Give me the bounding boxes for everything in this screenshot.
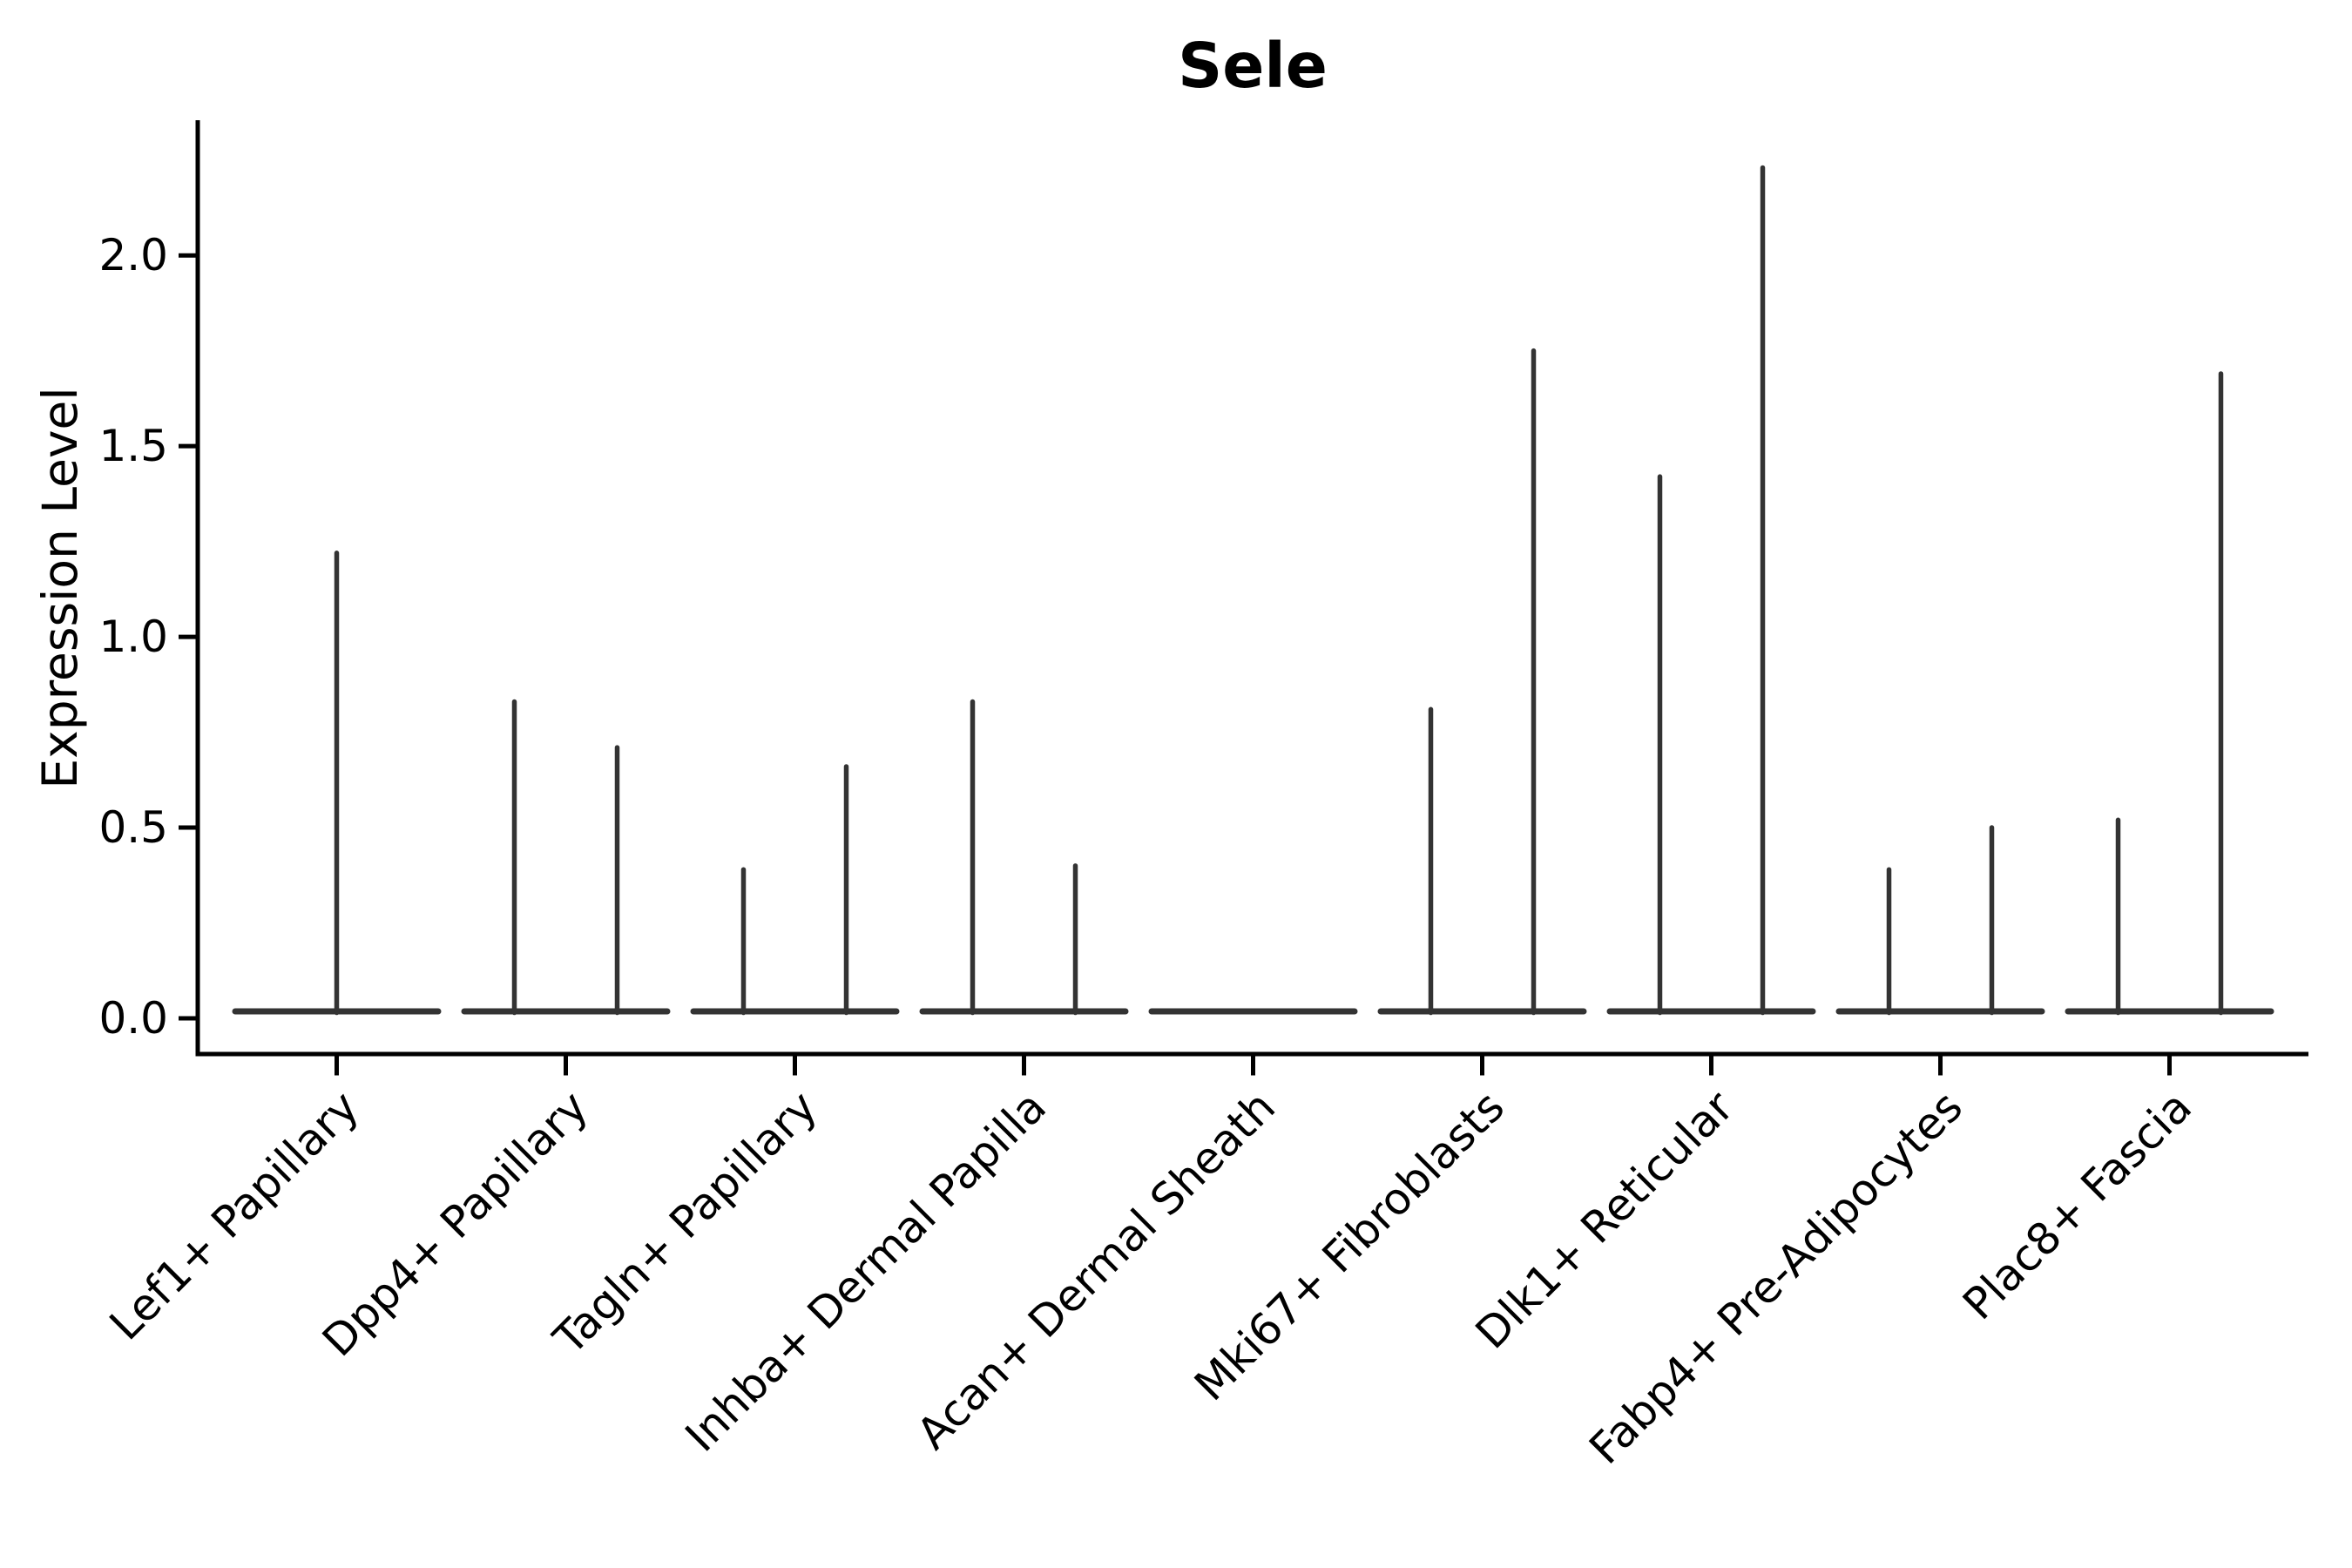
violins-layer	[232, 165, 2274, 1016]
violin-body	[690, 1008, 900, 1015]
y-axis-label: Expression Level	[32, 387, 88, 788]
violin-body	[1377, 1008, 1587, 1015]
x-tick-label: Fabp4+ Pre-Adipocytes	[1579, 1081, 1972, 1474]
violin-body	[461, 1008, 671, 1015]
violin	[2065, 371, 2274, 1016]
axis-spines	[195, 120, 2308, 1057]
violin	[690, 764, 900, 1016]
violin-body	[919, 1008, 1129, 1015]
y-axis-ticks: 0.0 0.5 1.0 1.5 2.0	[98, 230, 198, 1044]
y-tick-label: 1.5	[98, 421, 168, 471]
violin	[1377, 348, 1587, 1016]
violin-body	[2065, 1008, 2274, 1015]
violin	[1606, 165, 1816, 1016]
violin	[919, 699, 1129, 1016]
y-tick-label: 0.5	[98, 802, 168, 853]
violin-body	[1835, 1008, 2045, 1015]
violin	[1835, 825, 2045, 1016]
violin	[461, 699, 671, 1016]
violin-body	[1148, 1008, 1358, 1015]
x-tick-label: Plac8+ Fascia	[1953, 1081, 2201, 1329]
y-tick-label: 0.0	[98, 993, 168, 1044]
y-tick-label: 2.0	[98, 230, 168, 280]
x-tick-label: Lef1+ Papillary	[100, 1081, 368, 1349]
violin	[232, 551, 442, 1016]
chart-title: Sele	[1178, 30, 1328, 102]
y-tick-label: 1.0	[98, 612, 168, 662]
violin-body	[1606, 1008, 1816, 1015]
violin	[1148, 1008, 1358, 1015]
